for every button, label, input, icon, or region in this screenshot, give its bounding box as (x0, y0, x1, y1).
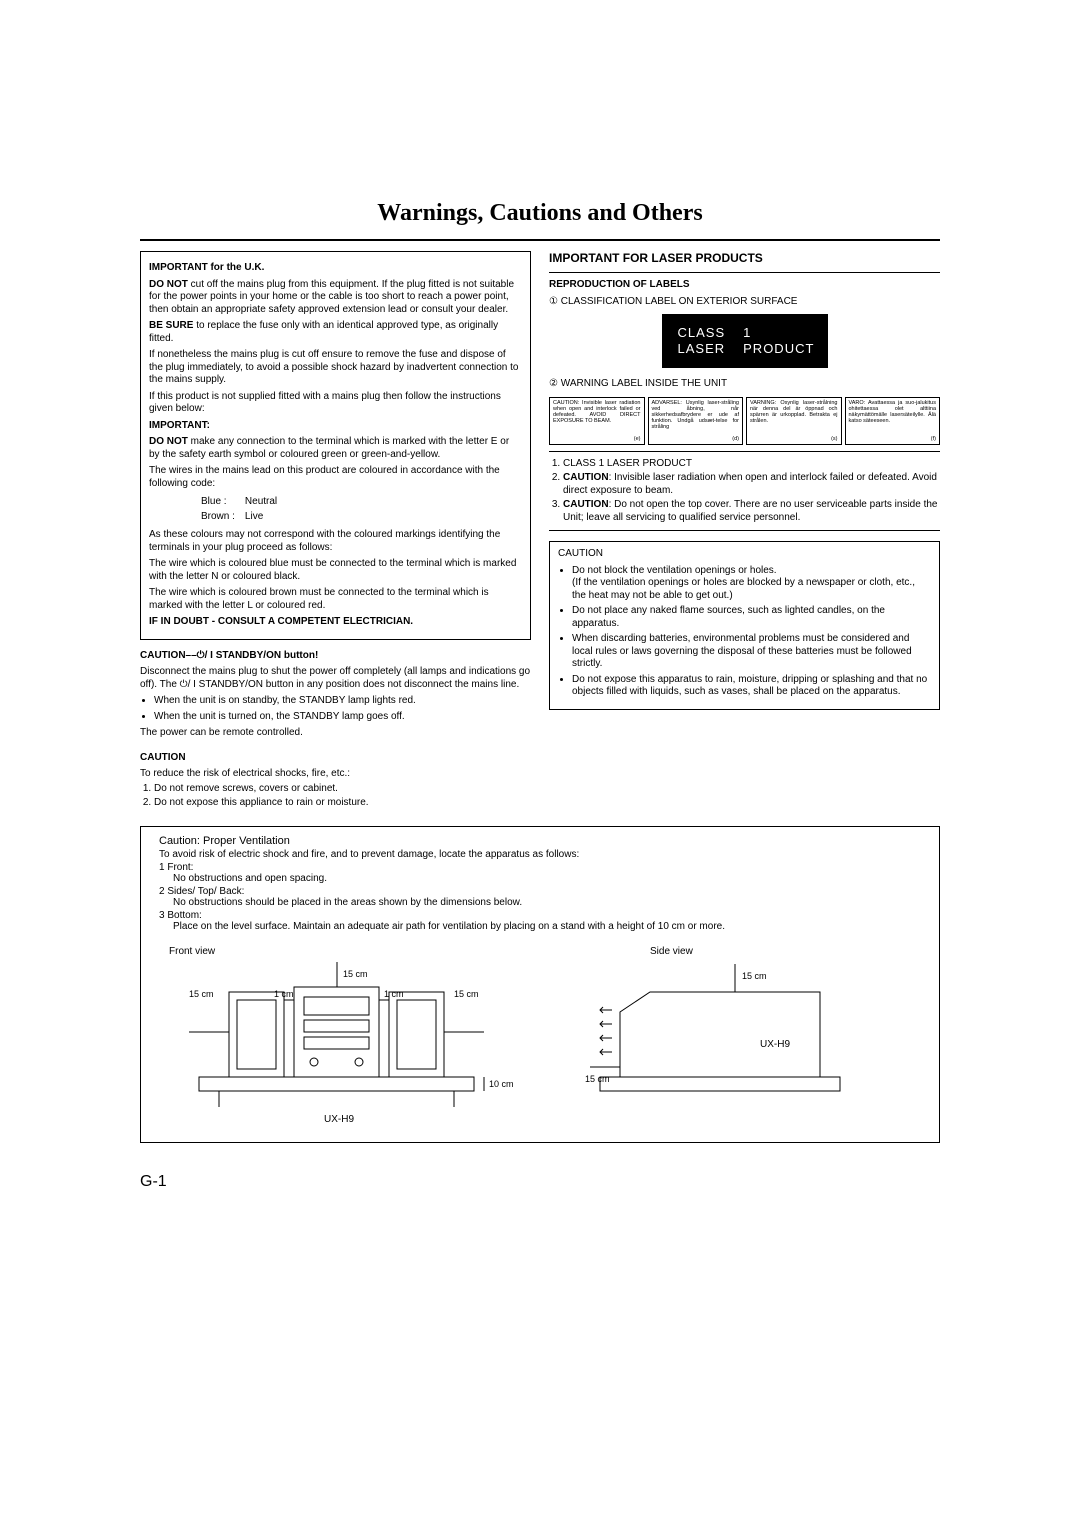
uk-p1: DO NOT cut off the mains plug from this … (149, 279, 522, 317)
vent-3d: Place on the level surface. Maintain an … (173, 921, 921, 932)
side-view-label: Side view (650, 946, 694, 957)
uk-important-box: IMPORTANT for the U.K. DO NOT cut off th… (140, 251, 531, 640)
left-column: IMPORTANT for the U.K. DO NOT cut off th… (140, 251, 531, 812)
side-view-diagram: Side view 15 cm 15 cm (560, 942, 921, 1134)
cbox-b2: Do not place any naked flame sources, su… (572, 605, 931, 630)
divider (549, 272, 940, 273)
warning-label-boxes: CAUTION: Invisible laser radiation when … (549, 397, 940, 445)
standby-p2: The power can be remote controlled. (140, 727, 531, 740)
uk-important: IMPORTANT: (149, 420, 522, 433)
repro-heading: REPRODUCTION OF LABELS (549, 279, 940, 292)
caution-head: CAUTION (140, 752, 531, 765)
front-view-label: Front view (169, 946, 216, 957)
uk-p2: BE SURE to replace the fuse only with an… (149, 320, 522, 345)
cbox-b4: Do not expose this apparatus to rain, mo… (572, 674, 931, 699)
warn-box-d: ADVARSEL: Usynlig laser-stråling ved åbn… (648, 397, 744, 445)
svg-text:15 cm: 15 cm (189, 989, 214, 999)
wire-colour-table: Blue :Neutral Brown :Live (199, 494, 287, 525)
uk-p10: IF IN DOUBT - CONSULT A COMPETENT ELECTR… (149, 616, 522, 629)
vent-1d: No obstructions and open spacing. (173, 873, 921, 884)
caution-p1: To reduce the risk of electrical shocks,… (140, 768, 531, 781)
uk-p5: DO NOT make any connection to the termin… (149, 436, 522, 461)
uk-p9: The wire which is coloured brown must be… (149, 587, 522, 612)
divider (140, 239, 940, 241)
svg-text:UX-H9: UX-H9 (760, 1039, 790, 1050)
vent-2d: No obstructions should be placed in the … (173, 897, 921, 908)
vent-3t: 3 Bottom: (159, 910, 921, 921)
divider (549, 451, 940, 452)
vent-intro: To avoid risk of electric shock and fire… (159, 849, 921, 860)
svg-text:1 cm: 1 cm (274, 989, 294, 999)
uk-heading: IMPORTANT for the U.K. (149, 262, 522, 275)
caution-box: CAUTION Do not block the ventilation ope… (549, 541, 940, 710)
uk-p3: If nonetheless the mains plug is cut off… (149, 349, 522, 387)
standby-head: CAUTION––⏻/ I STANDBY/ON button! (140, 650, 531, 663)
label-item-1: ① CLASSIFICATION LABEL ON EXTERIOR SURFA… (549, 296, 940, 309)
warn-box-s: VARNING: Osynlig laser-strålning när den… (746, 397, 842, 445)
laser-list-3: CAUTION: Do not open the top cover. Ther… (563, 499, 940, 524)
uk-p8: The wire which is coloured blue must be … (149, 558, 522, 583)
caution-i1: Do not remove screws, covers or cabinet. (154, 783, 531, 796)
caution-i2: Do not expose this appliance to rain or … (154, 797, 531, 810)
svg-text:15 cm: 15 cm (454, 989, 479, 999)
page-title: Warnings, Cautions and Others (140, 200, 940, 227)
front-view-diagram: Front view (159, 942, 520, 1134)
cbox-b3: When discarding batteries, environmental… (572, 633, 931, 671)
svg-text:15 cm: 15 cm (742, 971, 767, 981)
uk-p4: If this product is not supplied fitted w… (149, 391, 522, 416)
svg-text:10 cm: 10 cm (489, 1079, 514, 1089)
standby-b2: When the unit is turned on, the STANDBY … (154, 711, 531, 724)
svg-text:1 cm: 1 cm (384, 989, 404, 999)
vent-2t: 2 Sides/ Top/ Back: (159, 886, 921, 897)
classification-label: CLASS1 LASERPRODUCT (662, 314, 828, 368)
standby-b1: When the unit is on standby, the STANDBY… (154, 695, 531, 708)
vent-heading: Caution: Proper Ventilation (159, 835, 921, 847)
cbox-head: CAUTION (558, 548, 931, 561)
vent-1t: 1 Front: (159, 862, 921, 873)
right-column: IMPORTANT FOR LASER PRODUCTS REPRODUCTIO… (549, 251, 940, 812)
svg-text:15 cm: 15 cm (343, 969, 368, 979)
divider (549, 530, 940, 531)
page-number: G-1 (140, 1173, 940, 1191)
laser-heading: IMPORTANT FOR LASER PRODUCTS (549, 251, 940, 266)
laser-list-2: CAUTION: Invisible laser radiation when … (563, 472, 940, 497)
warn-box-f: VARO: Avattaessa ja suo-jalukitus ohitet… (845, 397, 941, 445)
warn-box-e: CAUTION: Invisible laser radiation when … (549, 397, 645, 445)
uk-p6: The wires in the mains lead on this prod… (149, 465, 522, 490)
cbox-b1: Do not block the ventilation openings or… (572, 565, 931, 603)
svg-text:UX-H9: UX-H9 (324, 1114, 354, 1125)
uk-p7: As these colours may not correspond with… (149, 529, 522, 554)
label-item-2: ② WARNING LABEL INSIDE THE UNIT (549, 378, 940, 391)
svg-text:15 cm: 15 cm (585, 1074, 610, 1084)
ventilation-box: Caution: Proper Ventilation To avoid ris… (140, 826, 940, 1143)
laser-list-1: CLASS 1 LASER PRODUCT (563, 458, 940, 471)
standby-p1: Disconnect the mains plug to shut the po… (140, 666, 531, 691)
